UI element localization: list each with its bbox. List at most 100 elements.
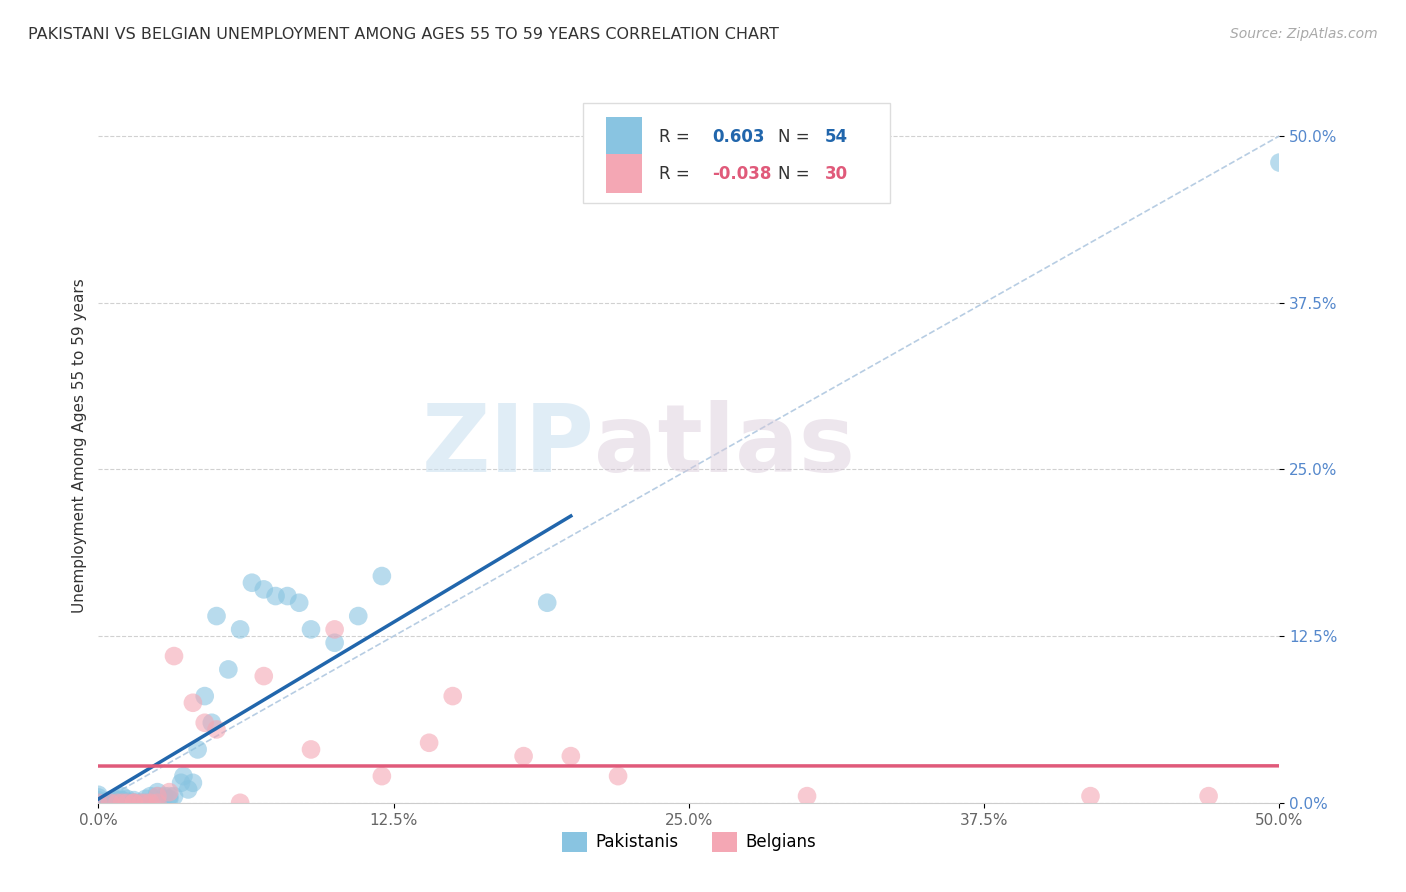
Point xyxy=(115,796,138,810)
FancyBboxPatch shape xyxy=(606,154,641,194)
Point xyxy=(177,782,200,797)
Point xyxy=(87,790,110,805)
Point xyxy=(157,785,180,799)
FancyBboxPatch shape xyxy=(582,103,890,203)
Point xyxy=(105,796,128,810)
Point xyxy=(135,796,157,810)
Point xyxy=(560,749,582,764)
Text: atlas: atlas xyxy=(595,400,855,492)
Point xyxy=(157,792,180,806)
Point xyxy=(146,785,169,799)
Point xyxy=(87,796,110,810)
Point xyxy=(371,769,394,783)
Legend: Pakistanis, Belgians: Pakistanis, Belgians xyxy=(555,825,823,859)
Point xyxy=(111,793,134,807)
Point xyxy=(229,623,252,637)
Point xyxy=(1198,789,1220,804)
Point xyxy=(187,742,209,756)
Point xyxy=(87,796,110,810)
Point xyxy=(194,715,217,730)
Point xyxy=(536,596,558,610)
Text: R =: R = xyxy=(659,165,696,183)
Point xyxy=(104,796,127,810)
Point xyxy=(441,689,464,703)
Point xyxy=(94,796,117,810)
Point xyxy=(418,736,440,750)
Point xyxy=(323,623,346,637)
Point xyxy=(146,789,169,804)
Point xyxy=(111,796,134,810)
Point xyxy=(146,789,169,804)
Point xyxy=(163,649,186,664)
Point xyxy=(323,636,346,650)
Point xyxy=(181,776,204,790)
FancyBboxPatch shape xyxy=(606,117,641,156)
Point xyxy=(122,793,145,807)
Point xyxy=(87,788,110,802)
Point xyxy=(253,582,276,597)
Point xyxy=(276,589,298,603)
Point xyxy=(129,796,152,810)
Point xyxy=(139,789,162,804)
Point xyxy=(1080,789,1102,804)
Point xyxy=(194,689,217,703)
Point xyxy=(347,609,370,624)
Point xyxy=(94,796,117,810)
Point xyxy=(512,749,534,764)
Point xyxy=(253,669,276,683)
Point xyxy=(118,796,141,810)
Point xyxy=(229,796,252,810)
Point xyxy=(170,776,193,790)
Point xyxy=(87,793,110,807)
Text: N =: N = xyxy=(778,128,814,145)
Point xyxy=(205,723,228,737)
Point xyxy=(146,796,169,810)
Text: 30: 30 xyxy=(825,165,848,183)
Point xyxy=(108,792,131,806)
Point xyxy=(98,793,121,807)
Point xyxy=(125,796,148,810)
Point xyxy=(201,715,224,730)
Point xyxy=(157,789,180,804)
Point xyxy=(172,769,194,783)
Text: N =: N = xyxy=(778,165,814,183)
Point xyxy=(111,796,134,810)
Text: Source: ZipAtlas.com: Source: ZipAtlas.com xyxy=(1230,27,1378,41)
Point xyxy=(299,623,322,637)
Point xyxy=(135,796,157,810)
Point xyxy=(153,789,176,804)
Y-axis label: Unemployment Among Ages 55 to 59 years: Unemployment Among Ages 55 to 59 years xyxy=(72,278,87,614)
Point xyxy=(121,796,143,810)
Point xyxy=(122,796,145,810)
Point xyxy=(115,792,138,806)
Point xyxy=(607,769,630,783)
Text: R =: R = xyxy=(659,128,696,145)
Point xyxy=(105,793,128,807)
Point xyxy=(111,796,134,810)
Point xyxy=(217,662,239,676)
Text: ZIP: ZIP xyxy=(422,400,595,492)
Point xyxy=(122,796,145,810)
Point xyxy=(240,575,263,590)
Point xyxy=(87,796,110,810)
Point xyxy=(101,796,124,810)
Point xyxy=(299,742,322,756)
Point xyxy=(181,696,204,710)
Point xyxy=(796,789,818,804)
Point xyxy=(264,589,287,603)
Text: 0.603: 0.603 xyxy=(713,128,765,145)
Text: 54: 54 xyxy=(825,128,848,145)
Point xyxy=(111,789,134,804)
Point xyxy=(288,596,311,610)
Point xyxy=(105,796,128,810)
Text: PAKISTANI VS BELGIAN UNEMPLOYMENT AMONG AGES 55 TO 59 YEARS CORRELATION CHART: PAKISTANI VS BELGIAN UNEMPLOYMENT AMONG … xyxy=(28,27,779,42)
Point xyxy=(129,796,152,810)
Point xyxy=(122,796,145,810)
Point xyxy=(139,796,162,810)
Point xyxy=(371,569,394,583)
Point xyxy=(135,792,157,806)
Point xyxy=(1268,155,1291,169)
Point xyxy=(98,796,121,810)
Text: -0.038: -0.038 xyxy=(713,165,772,183)
Point xyxy=(163,789,186,804)
